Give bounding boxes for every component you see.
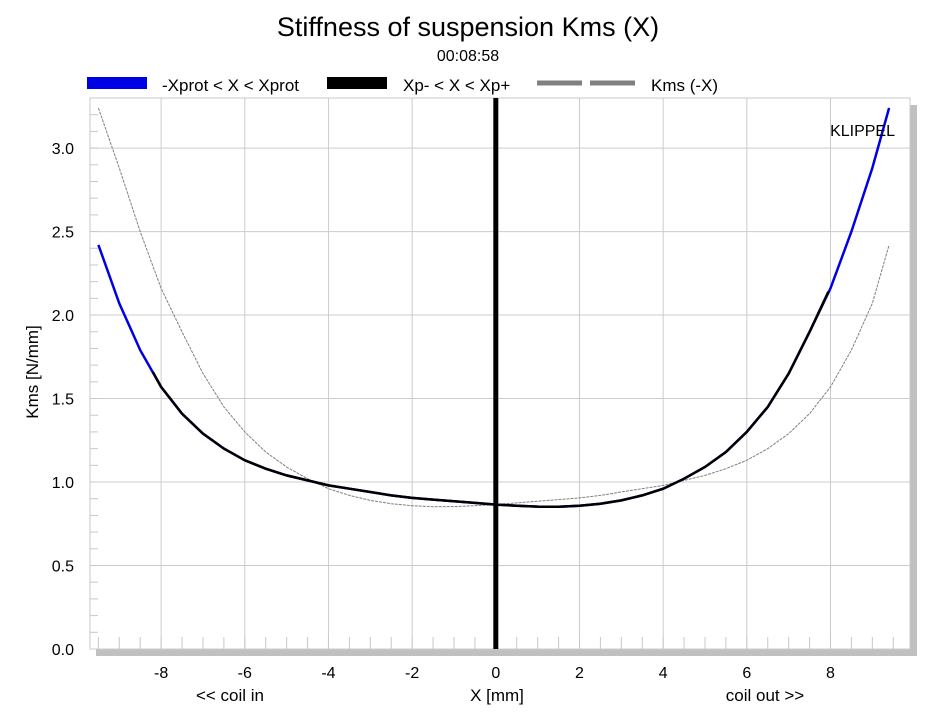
legend-swatch-xprot <box>87 77 147 89</box>
legend-label-mirror: Kms (-X) <box>651 76 718 95</box>
x-tick-label: 8 <box>826 665 835 682</box>
y-tick-label: 1.5 <box>52 392 74 409</box>
x-tick-label: 6 <box>742 665 751 682</box>
x-tick-label: -2 <box>405 665 419 682</box>
y-axis-title: Kms [N/mm] <box>23 325 42 419</box>
legend-swatch-xp <box>327 77 387 89</box>
x-tick-label: 4 <box>659 665 668 682</box>
y-tick-label: 0.5 <box>52 559 74 576</box>
ticks <box>90 114 894 649</box>
x-tick-label: -4 <box>321 665 335 682</box>
series-xp-line <box>151 291 830 508</box>
x-tick-label: 2 <box>575 665 584 682</box>
legend-label-xprot: -Xprot < X < Xprot <box>162 76 299 95</box>
chart-title: Stiffness of suspension Kms (X) <box>276 12 660 42</box>
plot-area <box>89 97 911 650</box>
y-tick-label: 1.0 <box>52 475 74 492</box>
plot-shadow-bottom <box>96 649 917 656</box>
tick-labels: -8 -6 -4 -2 0 2 4 6 8 0.0 0.5 1.0 1.5 2.0 2.5 3.0 <box>52 141 835 682</box>
x-tick-label: 0 <box>491 665 500 682</box>
x-axis-title: X [mm] <box>470 686 524 705</box>
series-layer <box>97 98 891 649</box>
x-tick-label: -8 <box>154 665 168 682</box>
y-tick-label: 2.0 <box>52 308 74 325</box>
legend: -Xprot < X < Xprot Xp- < X < Xp+ Kms (-X… <box>87 76 718 95</box>
plot-shadow-right <box>910 105 917 656</box>
y-tick-label: 2.5 <box>52 225 74 242</box>
x-tick-label: -6 <box>238 665 252 682</box>
chart-timestamp: 00:08:58 <box>436 48 500 65</box>
y-tick-label: 0.0 <box>52 642 74 659</box>
watermark-klippel: KLIPPEL <box>830 123 895 140</box>
legend-label-xp: Xp- < X < Xp+ <box>403 76 510 95</box>
x-annotation-coil-out: coil out >> <box>726 686 805 705</box>
y-tick-label: 3.0 <box>52 141 74 158</box>
x-annotation-coil-in: << coil in <box>196 686 264 705</box>
